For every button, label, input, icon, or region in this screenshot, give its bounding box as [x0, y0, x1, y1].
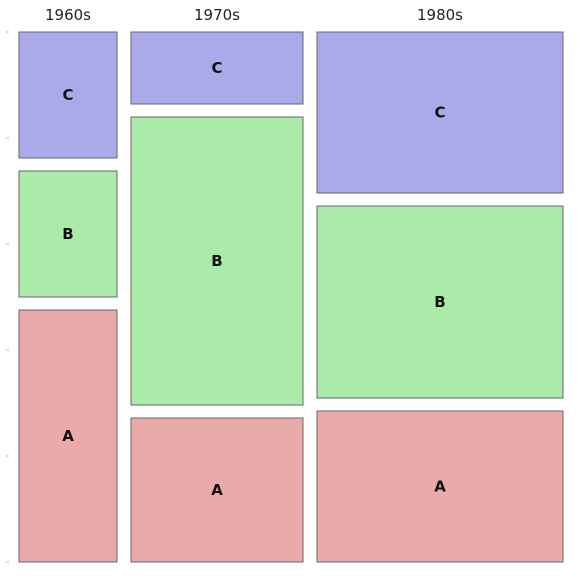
tile-1960s-B: [18, 170, 118, 298]
tile-1970s-B: [130, 116, 304, 406]
tile-label-1980s-C: C: [434, 104, 445, 122]
column-label-1970s: 1970s: [194, 6, 240, 24]
mosaic-tiles: A B C A B C A B C: [18, 31, 564, 563]
tile-1960s-C: [18, 31, 118, 159]
tile-1980s-A: [316, 410, 564, 563]
tile-label-1970s-B: B: [211, 252, 222, 270]
column-label-1980s: 1980s: [417, 6, 463, 24]
tile-1970s-C: [130, 31, 304, 105]
tile-label-1980s-B: B: [434, 293, 445, 311]
tile-1980s-B: [316, 205, 564, 399]
y-axis-ticks: [6, 31, 9, 563]
tile-label-1980s-A: A: [434, 478, 446, 496]
tile-label-1960s-C: C: [62, 86, 73, 104]
tile-1970s-A: [130, 417, 304, 563]
tile-label-1960s-B: B: [62, 225, 73, 243]
tile-label-1960s-A: A: [62, 427, 74, 445]
column-label-1960s: 1960s: [45, 6, 91, 24]
tile-1980s-C: [316, 31, 564, 194]
tile-1960s-A: [18, 309, 118, 563]
tile-label-1970s-C: C: [211, 59, 222, 77]
tile-label-1970s-A: A: [211, 481, 223, 499]
column-labels: 1960s 1970s 1980s: [45, 6, 463, 24]
